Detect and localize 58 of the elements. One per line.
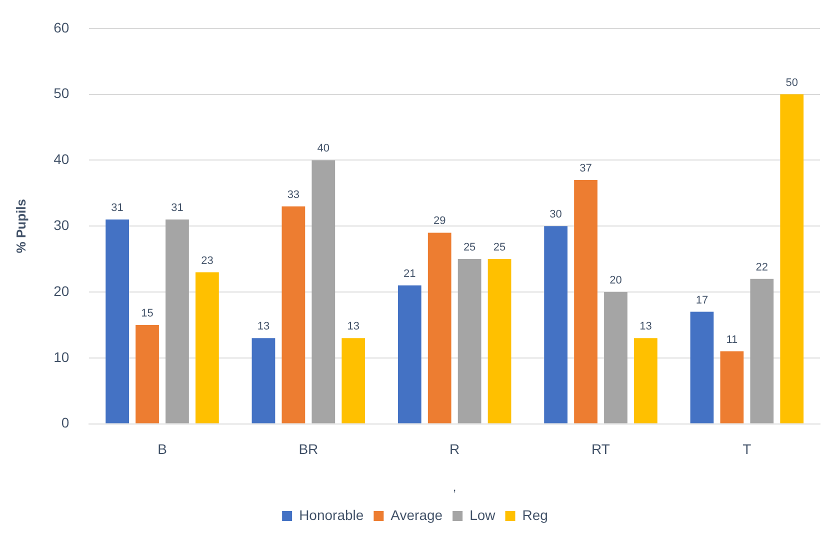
bar — [544, 226, 568, 424]
x-tick-label: RT — [592, 441, 610, 458]
legend-label: Average — [390, 506, 443, 523]
bar — [604, 292, 628, 424]
bar — [282, 206, 306, 424]
data-label: 30 — [550, 208, 562, 221]
data-label: 29 — [433, 215, 446, 228]
x-tick-label: T — [742, 441, 752, 458]
x-tick-label: BR — [298, 441, 318, 458]
data-label: 22 — [756, 261, 768, 274]
y-tick-label: 40 — [54, 151, 70, 168]
y-axis-title: % Pupils — [13, 199, 28, 254]
data-label: 13 — [347, 320, 360, 333]
y-tick-label: 0 — [61, 414, 70, 431]
bar — [574, 180, 598, 424]
data-label: 40 — [317, 142, 330, 155]
data-label: 17 — [696, 294, 708, 306]
data-label: 50 — [786, 76, 798, 89]
legend-label: Reg — [522, 506, 548, 523]
x-tick-label: R — [450, 441, 460, 458]
data-label: 13 — [640, 320, 652, 333]
data-label: 25 — [493, 242, 506, 254]
bar — [166, 220, 189, 424]
data-label: 13 — [257, 320, 270, 333]
data-label: 11 — [726, 334, 738, 346]
bar — [634, 338, 658, 424]
legend-label: Low — [470, 506, 496, 523]
x-axis-title: , — [452, 480, 456, 494]
bar — [780, 94, 804, 424]
data-label: 23 — [201, 254, 214, 267]
bar — [106, 220, 129, 424]
y-tick-label: 10 — [54, 348, 70, 365]
bar — [690, 312, 714, 424]
bar — [720, 351, 744, 424]
bar — [252, 338, 276, 424]
data-label: 31 — [171, 202, 184, 214]
bar — [750, 278, 774, 424]
x-tick-label: B — [158, 441, 167, 458]
bar — [428, 232, 452, 424]
y-tick-label: 60 — [54, 19, 70, 36]
data-label: 21 — [404, 268, 416, 280]
legend-label: Honorable — [299, 506, 364, 523]
data-label: 20 — [610, 274, 622, 287]
y-tick-label: 30 — [54, 216, 70, 233]
bar — [136, 324, 159, 424]
data-label: 33 — [287, 188, 300, 201]
data-label: 15 — [141, 307, 154, 320]
data-label: 25 — [463, 242, 476, 254]
bar — [342, 338, 366, 424]
bar — [488, 259, 512, 424]
bar — [458, 259, 482, 424]
bar — [312, 160, 336, 424]
bar — [398, 285, 422, 424]
y-tick-label: 20 — [54, 282, 70, 299]
data-label: 37 — [580, 162, 592, 174]
bar — [196, 272, 219, 424]
data-label: 31 — [111, 202, 124, 214]
y-tick-label: 50 — [54, 85, 70, 102]
